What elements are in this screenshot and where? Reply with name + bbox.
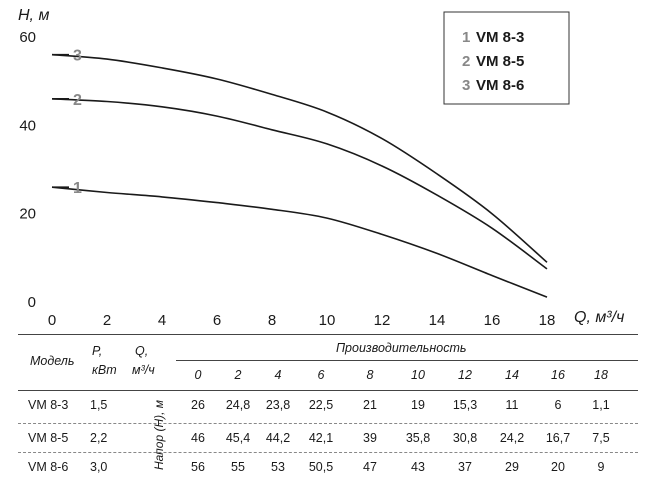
row-head-value: 15,3 [452,398,478,412]
x-tick-label: 16 [484,312,501,329]
row-head-value: 29 [505,460,519,474]
table-top-rule [18,334,638,335]
series-line-1 [51,186,548,298]
row-head-value: 39 [363,431,377,445]
q-column-header: 4 [274,368,282,382]
row-power: 1,5 [90,398,108,412]
legend-number: 1 [462,29,470,46]
q-column-header: 10 [411,368,425,382]
x-tick-label: 8 [268,312,276,329]
row-head-value: 53 [271,460,285,474]
x-axis-label: Q, м³/ч [574,309,624,326]
header-power-unit: кВт [92,363,117,377]
row-head-value: 1,1 [592,398,610,412]
row-head-value: 44,2 [265,431,291,445]
header-power: P, [92,344,103,358]
series-line-2 [51,98,548,270]
row-head-value: 21 [363,398,377,412]
legend-item: 3 VM 8-6 [462,77,524,94]
x-tick-label: 4 [158,312,166,329]
row-head-value: 19 [411,398,425,412]
row-head-value: 24,2 [499,431,525,445]
row-head-value: 46 [191,431,205,445]
series-curves [51,53,548,298]
q-column-header: 2 [234,368,242,382]
legend-label: VM 8-5 [476,53,524,70]
curve-labels: 1 2 3 [73,48,82,198]
y-axis-label: H, м [18,7,49,24]
row-power: 2,2 [90,431,108,445]
table-row-rule [18,423,638,424]
row-head-value: 47 [363,460,377,474]
x-tick-labels: 0 2 4 6 8 10 12 14 16 18 [48,312,556,329]
x-tick-label: 6 [213,312,221,329]
row-head-value: 24,8 [225,398,251,412]
q-column-header: 6 [317,368,325,382]
legend-number: 3 [462,77,470,94]
row-head-value: 7,5 [592,431,610,445]
row-head-value: 42,1 [308,431,334,445]
q-column-header: 8 [366,368,374,382]
row-head-value: 20 [551,460,565,474]
x-tick-label: 10 [319,312,336,329]
row-head-value: 37 [458,460,472,474]
performance-table: Модель P, кВт Q, м³/ч Производительность… [18,334,638,482]
row-head-value: 50,5 [308,460,334,474]
x-tick-label: 2 [103,312,111,329]
row-head-value: 55 [231,460,245,474]
curve-number-label: 2 [73,92,82,109]
header-model: Модель [30,354,75,368]
q-column-header: 14 [505,368,519,382]
row-head-value: 9 [597,460,605,474]
row-head-value: 16,7 [545,431,571,445]
header-flow-unit: м³/ч [132,363,155,377]
q-column-header: 18 [594,368,608,382]
y-tick-label: 40 [19,117,36,134]
header-flow: Q, [135,344,149,358]
x-tick-label: 14 [429,312,446,329]
row-head-value: 11 [505,398,519,412]
row-model: VM 8-5 [28,431,69,445]
row-head-value: 23,8 [265,398,291,412]
y-tick-label: 20 [19,206,36,223]
legend-item: 2 VM 8-5 [462,53,524,70]
row-head-value: 6 [554,398,562,412]
legend-box [443,11,570,105]
legend: 1 VM 8-3 2 VM 8-5 3 VM 8-6 [443,11,570,105]
y-tick-label: 0 [28,294,36,311]
row-head-value: 45,4 [225,431,251,445]
x-tick-label: 12 [374,312,391,329]
header-productivity: Производительность [336,341,467,355]
legend-number: 2 [462,53,470,70]
row-head-value: 56 [191,460,205,474]
row-head-value: 30,8 [452,431,478,445]
series-line-3 [51,53,548,263]
row-head-value: 43 [411,460,425,474]
row-power: 3,0 [90,460,108,474]
head-axis-label: Напор (H), м [152,399,166,471]
x-tick-label: 0 [48,312,56,329]
row-head-value: 22,5 [308,398,334,412]
table-row-rule [18,452,638,453]
table-sub-rule [176,360,638,361]
curve-number-label: 3 [73,48,82,65]
y-tick-label: 60 [19,29,36,46]
table-header-rule [18,390,638,391]
row-model: VM 8-6 [28,460,69,474]
q-column-header: 0 [194,368,202,382]
legend-label: VM 8-6 [476,77,524,94]
legend-item: 1 VM 8-3 [462,29,524,46]
q-column-header: 16 [551,368,565,382]
y-tick-labels: 0 20 40 60 [19,29,36,311]
q-column-header: 12 [458,368,472,382]
legend-label: VM 8-3 [476,29,524,46]
row-model: VM 8-3 [28,398,69,412]
x-tick-label: 18 [539,312,556,329]
curve-number-label: 1 [73,180,82,197]
row-head-value: 35,8 [405,431,431,445]
row-head-value: 26 [191,398,205,412]
